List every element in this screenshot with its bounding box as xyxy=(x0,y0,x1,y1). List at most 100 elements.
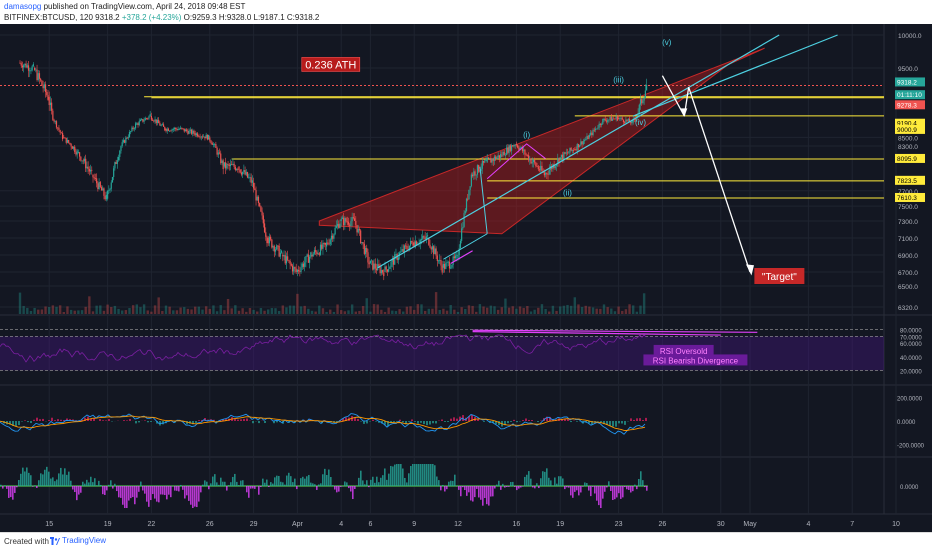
volume-bar xyxy=(238,311,240,314)
oscillator-bar xyxy=(550,480,552,486)
candle-body xyxy=(187,131,188,134)
candle-body xyxy=(201,137,202,138)
chart-canvas[interactable]: 0.236 ATH"Target"(i)(ii)(iii)(iv)(v)6320… xyxy=(0,24,932,532)
candle-body xyxy=(361,242,362,243)
macd-histogram-bar xyxy=(51,418,53,421)
volume-bar xyxy=(74,311,76,314)
oscillator-bar xyxy=(530,479,532,486)
oscillator-bar xyxy=(60,468,62,486)
oscillator-bar xyxy=(642,480,644,486)
candle-body xyxy=(198,136,199,137)
candle-body xyxy=(272,246,273,247)
candle-body xyxy=(555,166,556,168)
candle-body xyxy=(175,128,176,129)
candle-body xyxy=(339,223,340,227)
volume-bar xyxy=(482,306,484,314)
candle-body xyxy=(101,187,102,190)
candle-body xyxy=(140,120,141,121)
candle-body xyxy=(157,120,158,123)
symbol-label[interactable]: BITFINEX:BTCUSD, 120 xyxy=(4,13,93,22)
candle-body xyxy=(381,270,382,273)
oscillator-bar xyxy=(38,480,40,486)
candle-body xyxy=(179,129,180,130)
candle-body xyxy=(237,169,238,170)
candle-body xyxy=(471,175,472,187)
candle-body xyxy=(80,157,81,161)
candle-body xyxy=(281,251,282,253)
volume-bar xyxy=(77,310,79,314)
candle-body xyxy=(302,264,303,268)
oscillator-bar xyxy=(112,486,114,489)
candle-body xyxy=(460,241,461,248)
candle-body xyxy=(373,264,374,270)
volume-bar xyxy=(201,310,203,314)
candle-body xyxy=(169,131,170,132)
oscillator-bar xyxy=(282,482,284,486)
candle-body xyxy=(646,85,647,90)
volume-bar xyxy=(431,309,433,314)
candle-body xyxy=(616,117,617,119)
candle-body xyxy=(595,129,596,130)
tradingview-brand-link[interactable]: TradingView xyxy=(62,536,106,545)
candle-body xyxy=(219,152,220,153)
macd-histogram-bar xyxy=(414,421,416,422)
candle-body xyxy=(131,128,132,132)
volume-bar xyxy=(377,304,379,314)
macd-histogram-bar xyxy=(276,421,278,422)
oscillator-bar xyxy=(320,483,322,486)
volume-bar xyxy=(85,307,87,314)
candle-body xyxy=(456,255,457,256)
candle-body xyxy=(605,119,606,121)
candle-body xyxy=(103,188,104,196)
oscillator-bar xyxy=(144,486,146,494)
trendline-cyan xyxy=(378,35,780,268)
volume-bar xyxy=(30,311,32,314)
candle-body xyxy=(644,98,645,101)
candle-body xyxy=(444,264,445,269)
volume-bar xyxy=(165,306,167,314)
oscillator-bar xyxy=(378,482,380,486)
candle-body xyxy=(232,164,233,165)
candle-body xyxy=(223,160,224,169)
volume-bar xyxy=(523,308,525,314)
volume-bar xyxy=(347,310,349,314)
candle-body xyxy=(591,133,592,135)
oscillator-bar xyxy=(108,485,110,486)
candle-body xyxy=(641,99,642,103)
macd-axis-tick: -200.0000 xyxy=(897,443,925,449)
oscillator-bar xyxy=(222,482,224,486)
oscillator-bar xyxy=(582,486,584,487)
candle-body xyxy=(599,124,600,128)
candle-body xyxy=(258,197,259,203)
candle-body xyxy=(158,120,159,123)
candle-body xyxy=(354,218,355,221)
candle-body xyxy=(376,269,377,271)
oscillator-bar xyxy=(588,486,590,491)
candle-body xyxy=(64,138,65,139)
author-link[interactable]: damasopg xyxy=(4,2,41,11)
oscillator-bar xyxy=(196,486,198,507)
oscillator-bar xyxy=(188,486,190,501)
volume-bar xyxy=(136,304,138,314)
footer: Created with TradingView xyxy=(0,532,932,551)
volume-bar xyxy=(544,309,546,314)
macd-histogram-bar xyxy=(645,418,647,421)
oscillator-bar xyxy=(638,479,640,486)
candle-body xyxy=(277,246,278,247)
candle-body xyxy=(275,249,276,251)
candle-body xyxy=(489,158,490,159)
oscillator-bar xyxy=(484,486,486,498)
oscillator-bar xyxy=(464,486,466,490)
oscillator-bar xyxy=(122,486,124,505)
volume-bar xyxy=(471,306,473,314)
macd-histogram-bar xyxy=(144,420,146,421)
oscillator-bar xyxy=(42,474,44,486)
candle-body xyxy=(75,152,76,154)
candle-body xyxy=(164,127,165,130)
candle-body xyxy=(24,64,25,66)
candle-body xyxy=(640,99,641,105)
candle-body xyxy=(296,269,297,272)
oscillator-bar xyxy=(270,482,272,486)
volume-bar xyxy=(366,298,368,314)
oscillator-bar xyxy=(46,467,48,486)
